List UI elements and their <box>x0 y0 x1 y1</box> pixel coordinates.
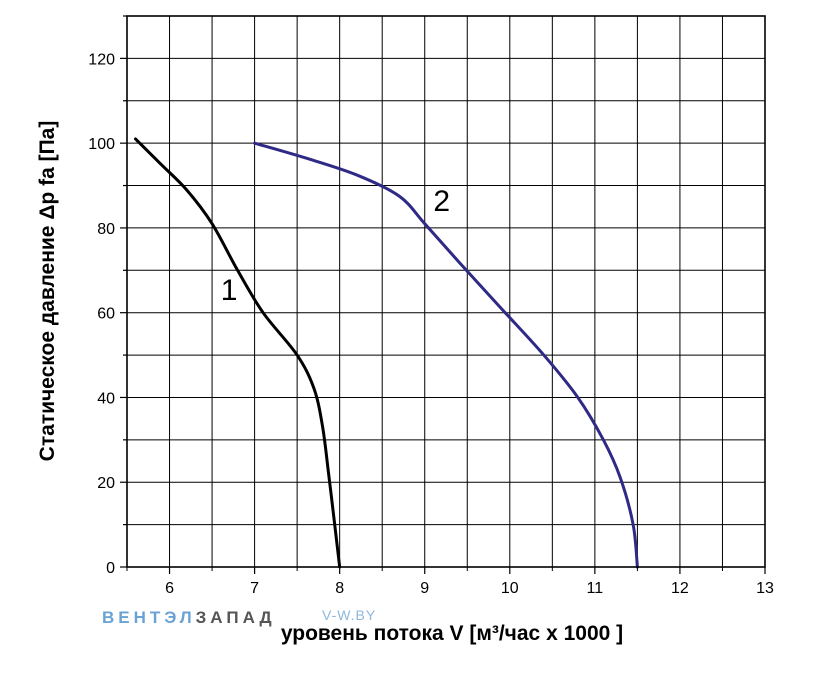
watermark-logo: ВЕНТЭЛЗАПАД <box>102 608 276 627</box>
y-tick-label: 120 <box>88 51 115 68</box>
curve-label-1: 1 <box>221 274 238 307</box>
x-tick-label: 6 <box>165 580 174 597</box>
x-tick-label: 8 <box>335 580 344 597</box>
series-line-2 <box>253 141 639 569</box>
y-tick-label: 60 <box>97 306 115 323</box>
watermark: ВЕНТЭЛЗАПАД V-W.BY <box>102 607 376 627</box>
series-line-1 <box>134 137 342 569</box>
y-tick-label: 0 <box>106 560 115 577</box>
y-tick-label: 40 <box>97 390 115 407</box>
x-tick-label: 11 <box>587 580 604 597</box>
y-tick-label: 100 <box>88 136 115 153</box>
watermark-part2: ЗАПАД <box>196 608 276 627</box>
watermark-site: V-W.BY <box>322 607 376 623</box>
series-layer: 12 <box>134 137 639 569</box>
y-tick-label: 20 <box>97 475 115 492</box>
x-tick-label: 7 <box>250 580 259 597</box>
grid <box>127 16 765 567</box>
curve-label-2: 2 <box>433 185 450 218</box>
x-tick-label: 12 <box>671 580 689 597</box>
x-tick-label: 13 <box>756 580 774 597</box>
plot-frame <box>126 15 766 568</box>
y-tick-label: 80 <box>97 221 115 238</box>
watermark-part1: ВЕНТЭЛ <box>102 608 196 627</box>
x-axis-title: уровень потока V [м³/час х 1000 ] <box>281 622 623 645</box>
y-axis-title: Статическое давление Δp fa [Па] <box>36 121 59 462</box>
x-tick-label: 10 <box>501 580 519 597</box>
x-tick-label: 9 <box>420 580 429 597</box>
